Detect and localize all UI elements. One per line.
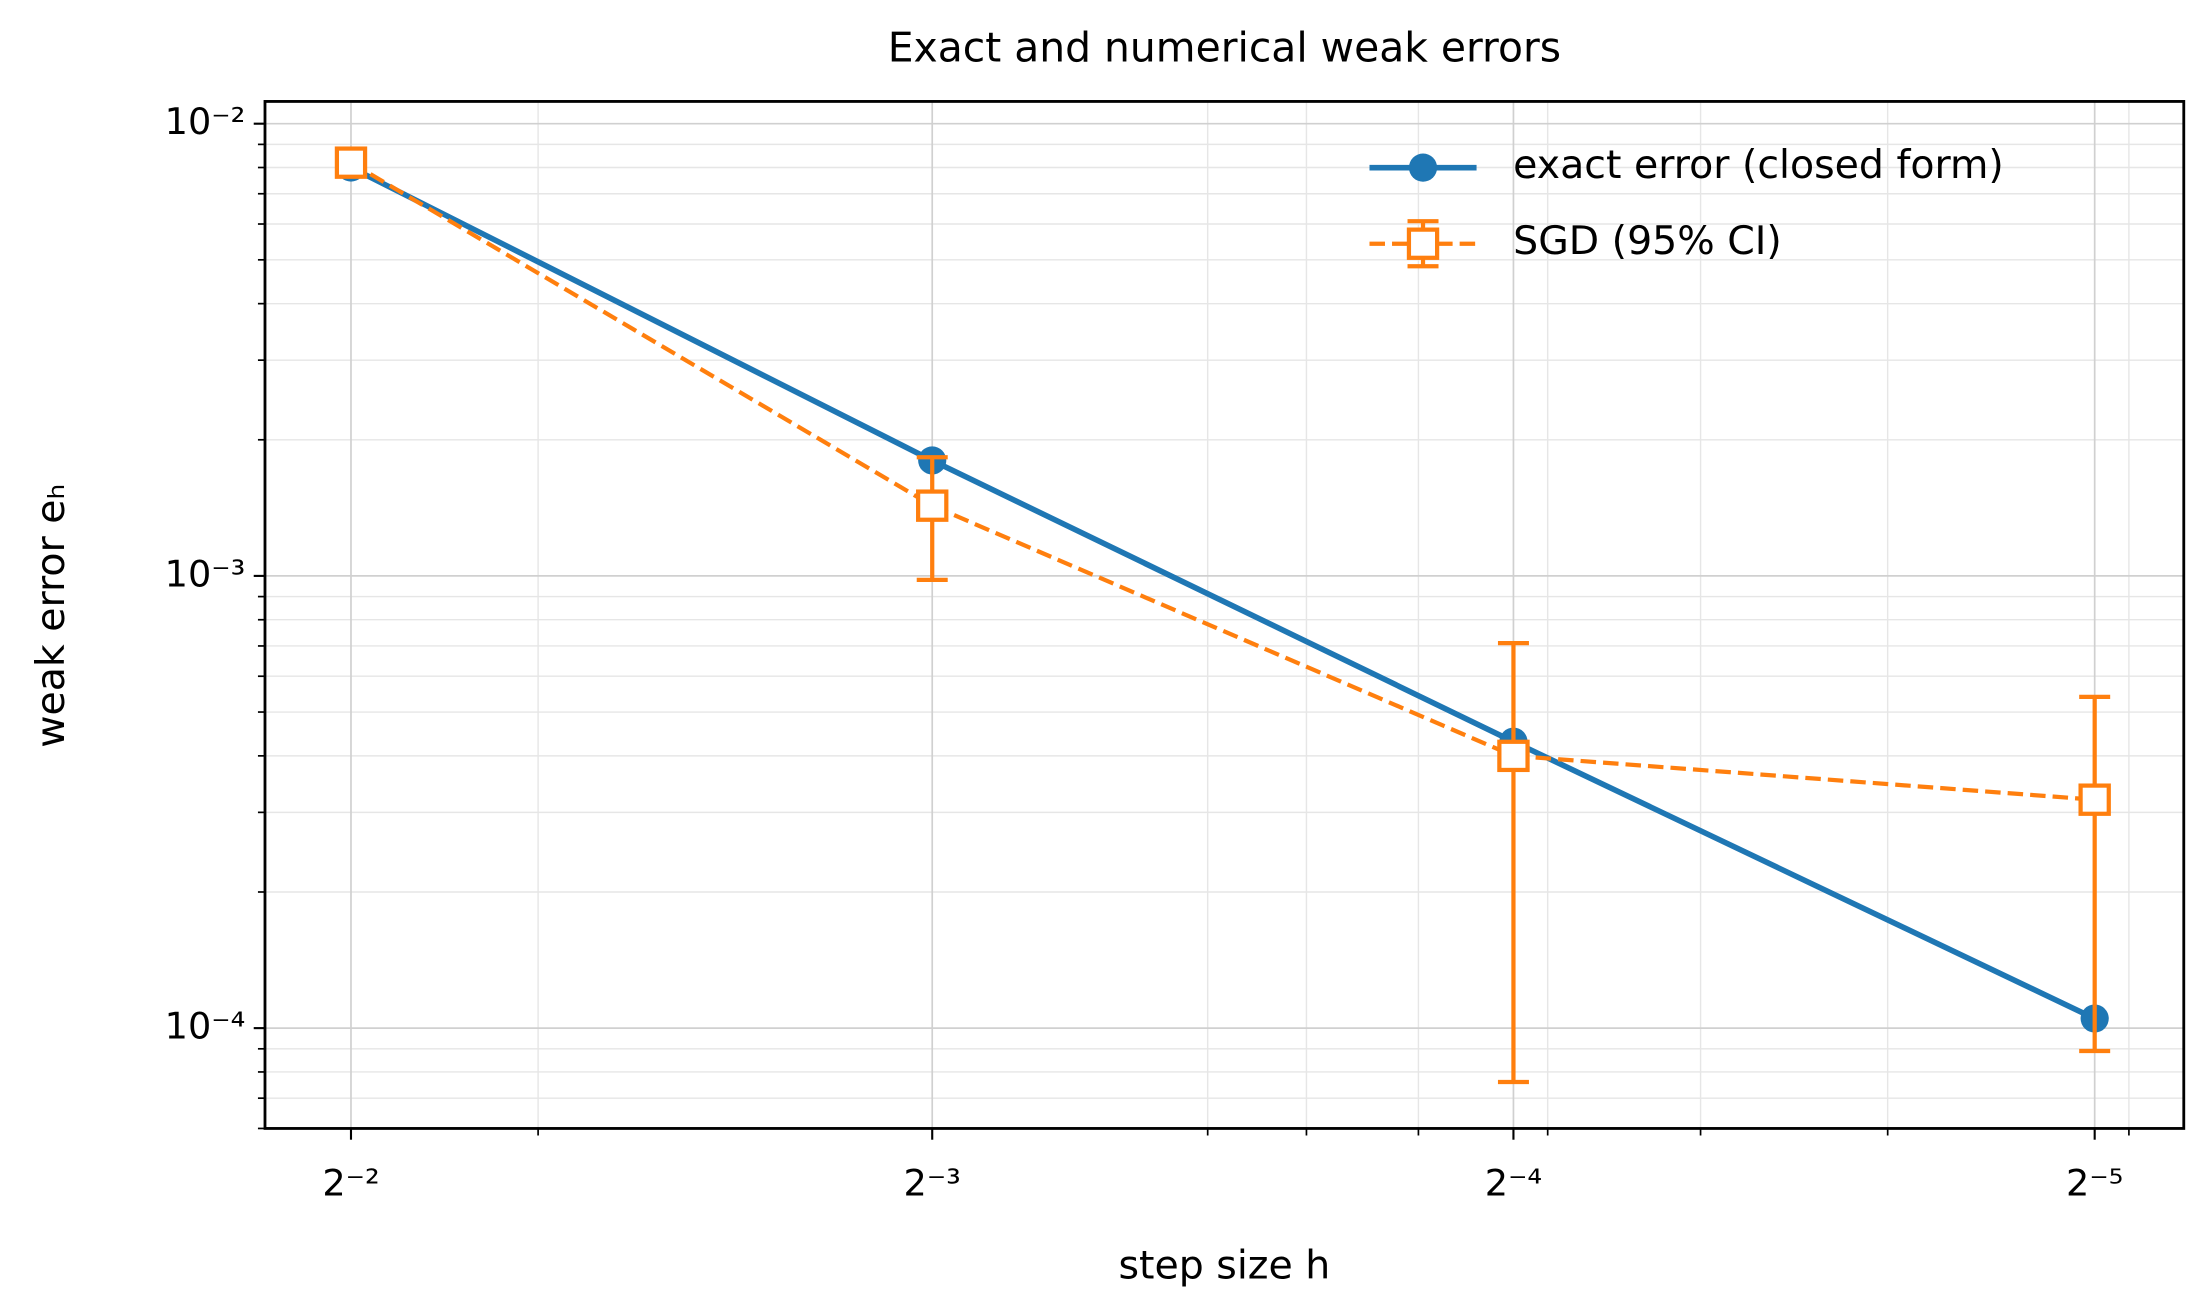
plot-frame xyxy=(263,100,2186,1130)
x-tick-label: 2⁻³ xyxy=(904,1161,961,1204)
legend-marker xyxy=(1406,227,1440,260)
y-tick-label: 10⁻⁴ xyxy=(165,1005,246,1048)
x-axis-label: step size h xyxy=(1118,1242,1330,1288)
x-tick-label: 2⁻⁴ xyxy=(1485,1161,1542,1204)
marker xyxy=(916,489,949,522)
marker xyxy=(2078,783,2111,816)
x-tick-label: 2⁻² xyxy=(322,1161,379,1204)
x-tick-label: 2⁻⁵ xyxy=(2066,1161,2123,1204)
marker xyxy=(334,146,368,179)
marker xyxy=(1497,739,1530,773)
chart-title: Exact and numerical weak errors xyxy=(888,24,1561,72)
legend-marker xyxy=(1408,153,1438,182)
y-tick-label: 10⁻² xyxy=(165,100,246,143)
legend-label: exact error (closed form) xyxy=(1513,142,2004,188)
series-line xyxy=(349,160,2095,802)
legend-label: SGD (95% CI) xyxy=(1513,218,1782,264)
y-axis-label: weak error eₕ xyxy=(28,484,74,748)
series-line xyxy=(349,164,2096,1022)
y-tick-label: 10⁻³ xyxy=(165,552,246,595)
